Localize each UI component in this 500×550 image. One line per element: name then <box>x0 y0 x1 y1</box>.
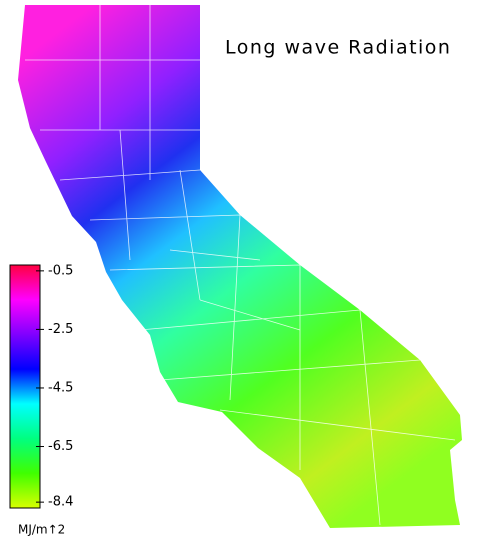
county-lines <box>25 5 456 526</box>
map-title: Long wave Radiation <box>225 37 451 59</box>
colorbar-unit: MJ/m↑2 <box>18 523 65 537</box>
colorbar: -0.5 -2.5 -4.5 -6.5 -8.4 <box>9 263 73 510</box>
california-map <box>18 5 462 528</box>
colorbar-tick-label: -2.5 <box>48 322 73 337</box>
colorbar-tick-label: -4.5 <box>48 380 73 395</box>
colorbar-tick-label: -8.4 <box>48 495 73 510</box>
colorbar-tick-label: -0.5 <box>48 263 73 278</box>
colorbar-ramp <box>9 264 41 509</box>
colorbar-tick-label: -6.5 <box>48 439 73 454</box>
